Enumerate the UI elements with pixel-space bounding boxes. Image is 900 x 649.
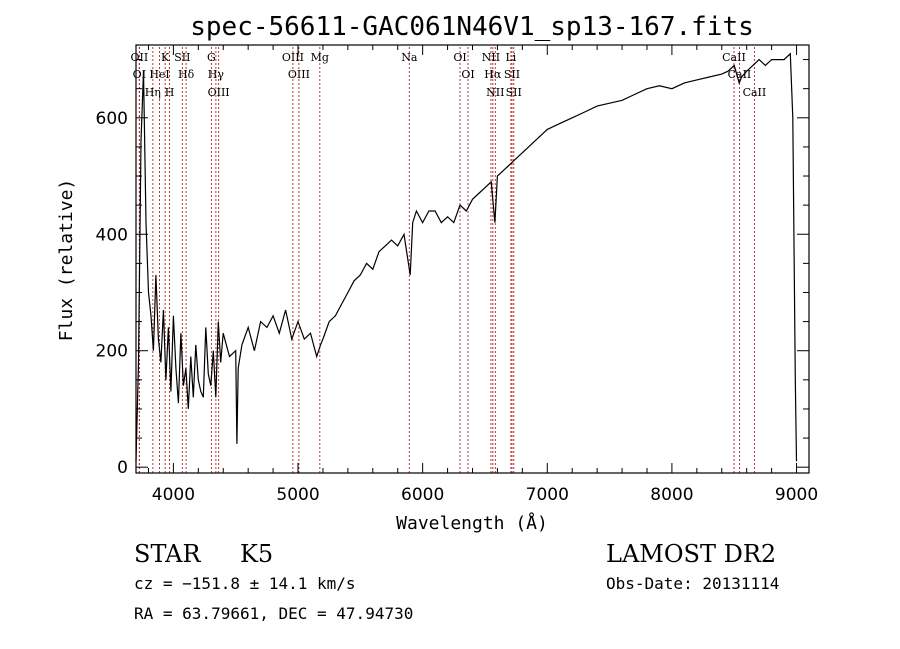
x-tick-label: 7000: [526, 485, 569, 505]
line-marker-label: NII: [482, 51, 500, 64]
x-axis-ticks: 4000 5000 6000 7000 8000 9000: [147, 45, 818, 505]
chart-title: spec-56611-GAC061N46V1_sp13-167.fits: [190, 12, 754, 42]
line-marker-label: NII: [486, 86, 504, 99]
survey-name: LAMOST DR2: [606, 540, 776, 568]
line-marker-label: Hδ: [178, 68, 195, 81]
line-marker-label: OIII: [282, 51, 304, 64]
x-tick-label: 8000: [650, 485, 693, 505]
line-marker-label: SII: [504, 68, 520, 81]
line-marker-label: CaII: [728, 68, 752, 81]
line-marker-label: OIII: [208, 86, 230, 99]
line-marker-label: Hα: [484, 68, 502, 81]
line-marker-label: Hη: [145, 86, 161, 99]
y-tick-label: 600: [96, 109, 128, 129]
line-marker-label: Mg: [311, 51, 329, 64]
redshift-text: cz = −151.8 ± 14.1 km/s: [134, 574, 356, 593]
line-marker-label: OII: [131, 51, 149, 64]
spectral-subclass: K5: [240, 540, 273, 568]
line-marker-label: SII: [174, 51, 190, 64]
object-class: STAR: [134, 540, 201, 568]
x-tick-label: 4000: [152, 485, 195, 505]
x-axis-label: Wavelength (Å): [396, 512, 548, 534]
line-marker-label: OI: [453, 51, 466, 64]
line-marker-label: H: [165, 86, 175, 99]
coordinates-text: RA = 63.79661, DEC = 47.94730: [134, 604, 413, 623]
y-tick-label: 200: [96, 342, 128, 362]
y-tick-label: 0: [117, 458, 128, 478]
line-marker-label: Li: [505, 51, 516, 64]
y-axis-label: Flux (relative): [56, 179, 77, 342]
line-marker-label: K: [161, 51, 170, 64]
y-tick-label: 400: [96, 225, 128, 245]
line-marker-label: HeI: [149, 68, 169, 81]
line-marker-label: CaII: [743, 86, 767, 99]
x-tick-label: 6000: [401, 485, 444, 505]
line-marker-label: Hγ: [208, 68, 225, 81]
line-marker-label: OIII: [288, 68, 310, 81]
x-tick-label: 9000: [775, 485, 818, 505]
line-markers: [138, 47, 755, 473]
x-tick-label: 5000: [276, 485, 319, 505]
line-marker-label: OI: [461, 68, 474, 81]
y-axis-ticks: 0 200 400 600: [96, 59, 809, 478]
line-marker-label: CaII: [722, 51, 746, 64]
line-marker-label: SII: [506, 86, 522, 99]
line-marker-label: Na: [401, 51, 418, 64]
line-marker-label: G: [207, 51, 216, 64]
obs-date-text: Obs-Date: 20131114: [606, 574, 779, 593]
spectrum-line: [135, 52, 798, 462]
